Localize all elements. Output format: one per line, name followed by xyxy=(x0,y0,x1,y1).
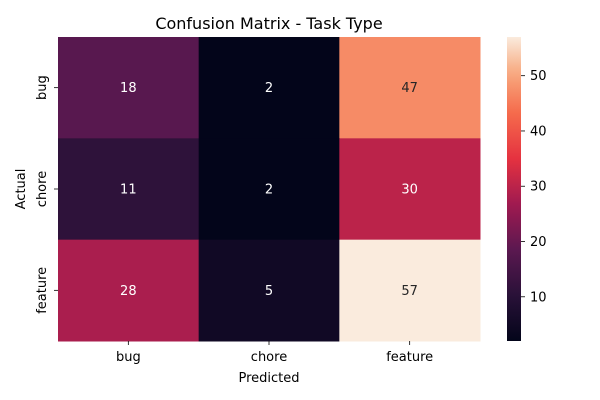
cell-value-label: 2 xyxy=(265,183,273,198)
y-tick-label: bug xyxy=(35,75,50,100)
chart-title: Confusion Matrix - Task Type xyxy=(155,14,382,33)
x-tick-label: chore xyxy=(251,350,287,365)
cell-value-label: 18 xyxy=(120,81,137,96)
colorbar-tick-label: 30 xyxy=(530,180,547,195)
heatmap-cells xyxy=(58,37,481,342)
y-tick-label: feature xyxy=(35,267,50,314)
x-axis-label: Predicted xyxy=(238,371,299,386)
cell-value-label: 57 xyxy=(401,284,418,299)
x-ticks: bug chore feature xyxy=(116,341,433,365)
colorbar-tick-label: 50 xyxy=(530,69,547,84)
heatmap-cell xyxy=(58,138,200,241)
cell-value-label: 11 xyxy=(120,183,137,198)
colorbar-tick-label: 10 xyxy=(530,290,547,305)
cell-value-label: 47 xyxy=(401,81,418,96)
x-tick-label: feature xyxy=(386,350,433,365)
cell-value-label: 2 xyxy=(265,81,273,96)
heatmap-cell xyxy=(339,239,481,342)
cell-value-label: 30 xyxy=(401,183,418,198)
colorbar: 10 20 30 40 50 xyxy=(507,37,547,341)
y-axis-label: Actual xyxy=(14,169,29,210)
cell-value-label: 5 xyxy=(265,284,273,299)
heatmap-cell xyxy=(339,37,481,139)
cell-annotations: 18 2 47 11 2 30 28 5 57 xyxy=(120,81,418,299)
heatmap-cell xyxy=(58,239,200,342)
heatmap-cell xyxy=(198,37,340,139)
heatmap-cell xyxy=(58,37,200,139)
heatmap-cell xyxy=(339,138,481,241)
heatmap-cell xyxy=(198,239,340,342)
cell-value-label: 28 xyxy=(120,284,137,299)
colorbar-gradient xyxy=(507,37,521,341)
x-tick-label: bug xyxy=(116,350,141,365)
heatmap-cell xyxy=(198,138,340,241)
colorbar-tick-label: 40 xyxy=(530,124,547,139)
colorbar-tick-label: 20 xyxy=(530,235,547,250)
y-tick-label: chore xyxy=(35,171,50,207)
y-ticks: bug chore feature xyxy=(35,75,58,314)
